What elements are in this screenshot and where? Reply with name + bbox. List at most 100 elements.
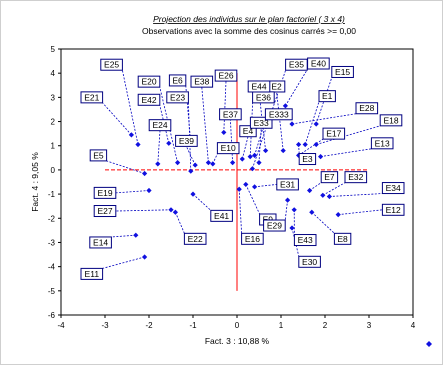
point-label: E3 [299,154,315,165]
point-label-text: E27 [97,206,112,216]
data-point [283,103,288,108]
point-label-text: E2 [271,81,282,91]
data-point [240,156,245,161]
leader-line [292,114,356,124]
point-label-text: E40 [311,59,326,69]
point-label-text: E7 [324,172,335,182]
data-point [142,254,147,259]
leader-line [202,87,209,163]
point-label-text: E8 [337,234,348,244]
data-point [190,191,195,196]
point-label: E41 [211,210,233,221]
point-label-text: E35 [289,60,304,70]
point-label: E19 [94,187,116,198]
point-label: E28 [356,103,378,114]
leader-line [338,210,382,215]
data-point [336,212,341,217]
point-label: E30 [299,256,321,267]
point-label: E23 [167,92,189,103]
leader-line [285,200,287,220]
point-label: E1 [319,91,335,102]
x-axis-label: Fact. 3 : 10,88 % [205,336,270,346]
data-point [307,188,312,193]
data-point [252,184,257,189]
point-label-text: E43 [298,235,313,245]
point-label-text: E5 [93,150,104,160]
point-label: E22 [184,233,206,244]
point-label: E15 [332,66,354,77]
point-label: E44 [248,81,270,92]
x-tick-label: -3 [101,321,109,330]
leader-line [158,131,160,164]
point-label: E8 [334,233,350,244]
leader-line [299,139,323,155]
point-label-text: E37 [223,109,238,119]
data-point [188,169,193,174]
point-label-text: E32 [348,172,363,182]
leader-line [111,235,135,237]
data-point [285,198,290,203]
point-label: E20 [138,76,160,87]
point-label-text: E14 [93,237,108,247]
y-axis-label: Fact. 4 : 9,05 % [30,152,40,212]
point-label: E40 [308,58,330,69]
point-label-text: E38 [194,77,209,87]
point-label: E21 [81,92,103,103]
data-point [155,161,160,166]
point-label-text: E31 [280,179,295,189]
point-label: E6 [169,75,185,86]
data-point [146,188,151,193]
point-label: E10 [217,143,239,154]
point-label: E35 [286,59,308,70]
y-tick-label: -6 [48,311,56,320]
leader-line [193,194,211,210]
x-tick-label: 4 [411,321,416,330]
leader-line [116,190,149,192]
x-tick-label: 1 [279,321,284,330]
leader-line [230,120,232,163]
point-label: E17 [323,128,345,139]
data-point [206,160,211,165]
y-tick-label: -2 [48,214,56,223]
leader-line [312,212,335,233]
leader-line [224,81,226,132]
leader-line [246,184,260,214]
y-tick-label: -5 [48,287,56,296]
point-label: E2 [268,81,284,92]
point-label: E5 [90,150,106,161]
leader-line [285,69,307,106]
leader-line [323,183,345,196]
data-point [250,166,255,171]
y-tick-label: 0 [51,166,56,175]
point-label: E36 [253,92,275,103]
y-tick-label: 4 [51,69,56,78]
point-label: E34 [382,183,404,194]
point-label-text: E21 [84,92,99,102]
chart-title: Projection des individus sur le plan fac… [153,14,345,24]
point-label: E333 [265,109,292,120]
data-point [142,171,147,176]
leader-line [321,149,372,157]
data-point [256,160,261,165]
point-label-text: E23 [170,92,185,102]
data-point [320,193,325,198]
point-label: E14 [90,237,112,248]
point-label-text: E17 [326,129,341,139]
data-point [327,194,332,199]
leader-line [329,194,382,197]
corner-marker-icon [426,341,432,347]
point-label: E13 [371,138,393,149]
leader-line [239,189,241,233]
x-tick-label: -2 [145,321,153,330]
point-label-text: E16 [245,234,260,244]
leader-line [103,103,132,135]
point-label-text: E36 [256,92,271,102]
x-tick-label: 0 [235,321,240,330]
point-label-text: E10 [221,143,236,153]
data-point [314,121,319,126]
data-point [263,148,268,153]
point-label: E12 [382,204,404,215]
data-point [314,142,319,147]
point-label-text: E28 [359,103,374,113]
